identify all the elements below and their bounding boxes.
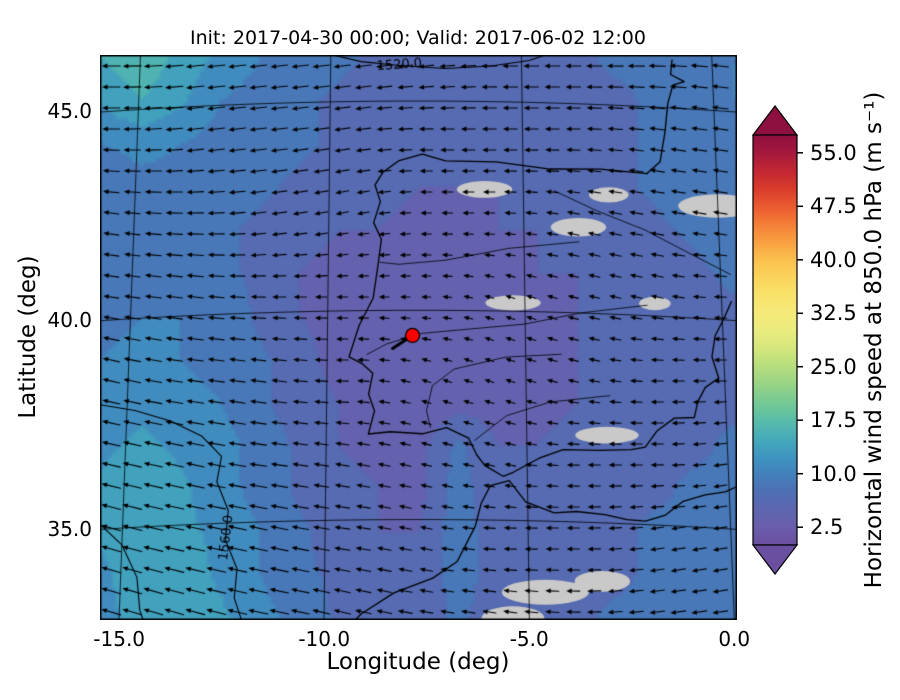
map-plot-canvas bbox=[100, 55, 737, 620]
colorbar-tick-label: 40.0 bbox=[810, 247, 857, 272]
x-tick-label: -15.0 bbox=[93, 627, 146, 651]
plot-title: Init: 2017-04-30 00:00; Valid: 2017-06-0… bbox=[190, 27, 646, 49]
y-tick-label: 35.0 bbox=[47, 517, 92, 542]
colorbar-extend-max-arrow bbox=[752, 105, 799, 136]
colorbar-tick-label: 32.5 bbox=[810, 301, 857, 326]
y-tick-label: 40.0 bbox=[47, 307, 92, 332]
y-tick-label: 45.0 bbox=[47, 98, 92, 123]
x-tick-label: 0.0 bbox=[718, 627, 751, 651]
colorbar-gradient-bar bbox=[752, 134, 798, 546]
colorbar-label: Horizontal wind speed at 850.0 hPa (m s⁻… bbox=[861, 91, 887, 589]
colorbar-tick-label: 10.0 bbox=[810, 461, 857, 486]
y-axis-label: Latitude (deg) bbox=[15, 255, 41, 419]
colorbar-tick-label: 17.5 bbox=[810, 408, 857, 433]
colorbar-tick-label: 25.0 bbox=[810, 354, 857, 379]
x-tick-label: -10.0 bbox=[298, 627, 351, 651]
colorbar-tick-label: 55.0 bbox=[810, 140, 857, 165]
colorbar-tick-label: 2.5 bbox=[810, 515, 844, 540]
x-axis-label: Longitude (deg) bbox=[326, 649, 510, 675]
colorbar bbox=[752, 105, 803, 575]
colorbar-extend-min-arrow bbox=[752, 544, 799, 575]
x-tick-label: -5.0 bbox=[509, 627, 549, 651]
colorbar-tick-label: 47.5 bbox=[810, 194, 857, 219]
